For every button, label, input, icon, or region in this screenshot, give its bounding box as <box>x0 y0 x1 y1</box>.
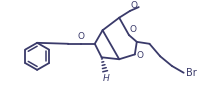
Text: O: O <box>131 2 138 10</box>
Text: O: O <box>130 25 137 34</box>
Text: H: H <box>103 74 110 83</box>
Text: O: O <box>137 51 144 60</box>
Text: O: O <box>78 32 85 41</box>
Text: Br: Br <box>186 68 196 78</box>
